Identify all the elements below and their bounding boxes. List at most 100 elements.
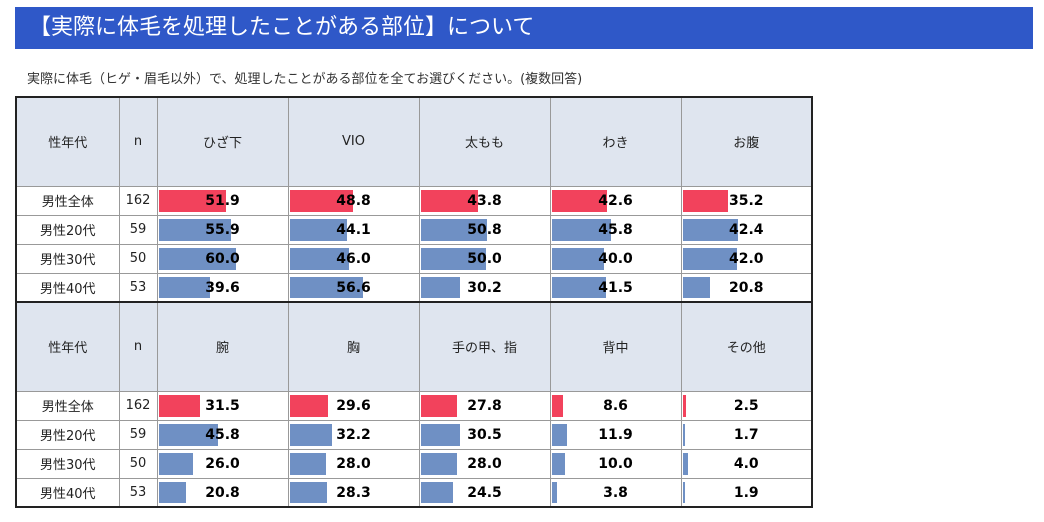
- table-row: 男性20代 59 45.8 32.2 30.5 11.9 1.7: [15, 419, 813, 450]
- sample-size: 59: [118, 419, 158, 450]
- data-label: 48.8: [336, 192, 371, 209]
- data-label: 60.0: [205, 250, 240, 267]
- data-label: 41.5: [598, 279, 633, 296]
- bar-cell: 55.9: [156, 214, 289, 245]
- page-title: 【実際に体毛を処理したことがある部位】について: [15, 7, 1033, 49]
- data-label: 11.9: [598, 426, 633, 443]
- data-label: 29.6: [336, 397, 371, 414]
- bar-cell: 45.8: [156, 419, 289, 450]
- n-header: n: [118, 301, 158, 392]
- column-header: その他: [680, 301, 813, 392]
- data-label: 32.2: [336, 426, 371, 443]
- bar: [682, 481, 685, 503]
- bar-cell: 35.2: [680, 185, 813, 216]
- bar-cell: 45.8: [549, 214, 682, 245]
- bar-cell: 42.6: [549, 185, 682, 216]
- data-label: 26.0: [205, 455, 240, 472]
- column-header: 背中: [549, 301, 682, 392]
- bar-cell: 24.5: [418, 477, 551, 508]
- row-label: 男性40代: [15, 272, 120, 303]
- bar-cell: 48.8: [287, 185, 420, 216]
- bar-cell: 1.9: [680, 477, 813, 508]
- bar-cell: 11.9: [549, 419, 682, 450]
- bar-cell: 42.0: [680, 243, 813, 274]
- bar: [551, 189, 607, 212]
- data-label: 2.5: [733, 397, 759, 414]
- bar: [289, 247, 349, 270]
- bar: [289, 189, 353, 212]
- data-label: 20.8: [728, 279, 764, 296]
- bar-cell: 4.0: [680, 448, 813, 479]
- bar: [551, 218, 611, 241]
- bar: [289, 452, 326, 475]
- bar: [682, 423, 685, 446]
- group-header: 性年代: [15, 301, 120, 392]
- data-label: 42.6: [598, 192, 633, 209]
- data-label: 1.9: [733, 484, 759, 501]
- row-label: 男性30代: [15, 448, 120, 479]
- row-label: 男性全体: [15, 185, 120, 216]
- data-label: 42.0: [728, 250, 764, 267]
- bar-cell: 30.2: [418, 272, 551, 303]
- data-label: 28.0: [336, 455, 371, 472]
- data-label: 45.8: [205, 426, 240, 443]
- bar-cell: 8.6: [549, 390, 682, 421]
- header-row: 性年代 n ひざ下 VIO 太もも わき お腹: [15, 96, 813, 187]
- bar: [551, 481, 557, 503]
- bar-cell: 10.0: [549, 448, 682, 479]
- data-label: 55.9: [205, 221, 240, 238]
- sample-size: 53: [118, 477, 158, 508]
- bar: [551, 394, 563, 417]
- data-label: 20.8: [205, 484, 240, 501]
- sample-size: 59: [118, 214, 158, 245]
- data-label: 51.9: [205, 192, 240, 209]
- data-label: 28.0: [467, 455, 502, 472]
- bar: [158, 423, 218, 446]
- n-header: n: [118, 96, 158, 187]
- data-label: 31.5: [205, 397, 240, 414]
- bar: [682, 276, 710, 298]
- bar: [420, 247, 486, 270]
- bar: [158, 452, 193, 475]
- results-table: 性年代 n ひざ下 VIO 太もも わき お腹 男性全体 162 51.9 48.8 43.8 42.6…: [15, 96, 813, 508]
- bar: [420, 276, 460, 298]
- bar-cell: 32.2: [287, 419, 420, 450]
- question-subtitle: 実際に体毛（ヒゲ・眉毛以外）で、処理したことがある部位を全てお選びください。(複…: [27, 72, 583, 87]
- bar-cell: 51.9: [156, 185, 289, 216]
- sample-size: 50: [118, 448, 158, 479]
- header-row: 性年代 n 腕胸手の甲、指 背中 その他: [15, 301, 813, 392]
- bar: [551, 276, 606, 298]
- column-header: お腹: [680, 96, 813, 187]
- bar-cell: 50.0: [418, 243, 551, 274]
- data-label: 27.8: [467, 397, 502, 414]
- column-header: VIO: [287, 96, 420, 187]
- row-label: 男性20代: [15, 419, 120, 450]
- column-header: 太もも: [418, 96, 551, 187]
- bar-cell: 43.8: [418, 185, 551, 216]
- table-row: 男性全体 162 31.5 29.6 27.8 8.6 2.5: [15, 390, 813, 421]
- bar-cell: 26.0: [156, 448, 289, 479]
- bar: [420, 481, 453, 503]
- bar: [289, 394, 328, 417]
- row-label: 男性40代: [15, 477, 120, 508]
- column-header: わき: [549, 96, 682, 187]
- table-row: 男性40代 53 20.8 28.3 24.5 3.8 1.9: [15, 477, 813, 508]
- data-label: 24.5: [467, 484, 502, 501]
- bar-cell: 28.3: [287, 477, 420, 508]
- data-label: 30.2: [467, 279, 502, 296]
- row-label: 男性全体: [15, 390, 120, 421]
- table-row: 男性30代 50 26.0 28.0 28.0 10.0 4.0: [15, 448, 813, 479]
- bar-cell: 27.8: [418, 390, 551, 421]
- bar-cell: 56.6: [287, 272, 420, 303]
- bar: [682, 189, 728, 212]
- table-row: 男性30代 50 60.0 46.0 50.0 40.0 42.0: [15, 243, 813, 274]
- bar-cell: 31.5: [156, 390, 289, 421]
- data-label: 10.0: [598, 455, 633, 472]
- bar-cell: 40.0: [549, 243, 682, 274]
- column-header: 腕: [156, 301, 289, 392]
- bar-cell: 2.5: [680, 390, 813, 421]
- data-label: 35.2: [728, 192, 764, 209]
- bar: [289, 276, 363, 298]
- sample-size: 53: [118, 272, 158, 303]
- column-header: 胸: [287, 301, 420, 392]
